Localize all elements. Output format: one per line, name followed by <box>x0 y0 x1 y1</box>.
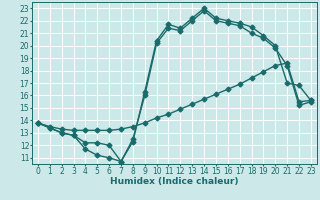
X-axis label: Humidex (Indice chaleur): Humidex (Indice chaleur) <box>110 177 239 186</box>
